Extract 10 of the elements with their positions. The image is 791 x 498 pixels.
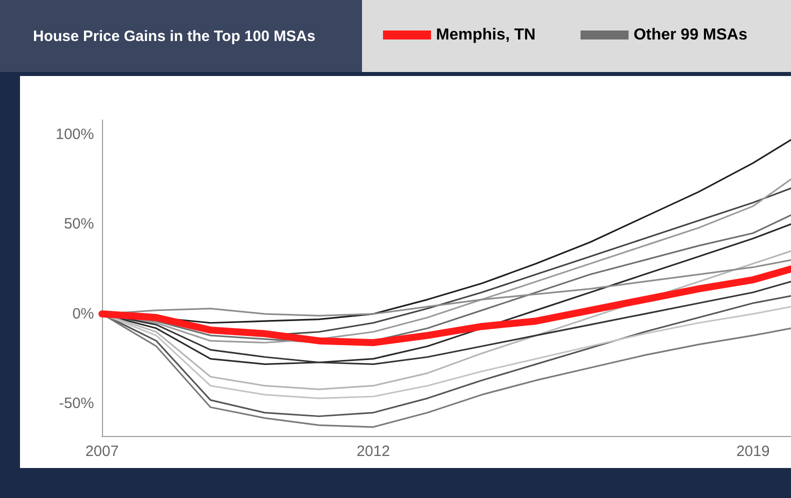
x-tick-label: 2019: [736, 443, 770, 460]
y-tick-label: 50%: [64, 216, 94, 233]
x-tick-label: 2007: [85, 443, 119, 460]
chart-title: House Price Gains in the Top 100 MSAs: [33, 28, 316, 45]
y-tick-label: 0%: [72, 305, 94, 322]
y-tick-label: -50%: [58, 395, 94, 412]
legend-label: Memphis, TN: [436, 26, 536, 44]
y-tick-label: 100%: [56, 126, 94, 143]
x-tick-label: 2012: [356, 443, 390, 460]
legend-label: Other 99 MSAs: [634, 26, 748, 44]
